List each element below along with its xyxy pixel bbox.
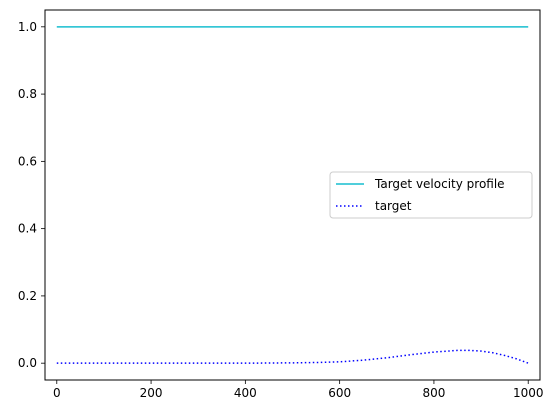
legend-label-0: Target velocity profile	[374, 177, 505, 191]
y-tick-label: 0.4	[18, 222, 37, 236]
x-tick-label: 800	[422, 386, 445, 400]
x-tick-label: 200	[140, 386, 163, 400]
x-tick-label: 600	[328, 386, 351, 400]
plot-frame	[44, 9, 541, 381]
x-axis-ticks: 0 200 400 600 800 1000	[53, 380, 544, 400]
y-tick-label: 0.2	[18, 289, 37, 303]
y-tick-label: 1.0	[18, 20, 37, 34]
y-axis-ticks: 0.0 0.2 0.4 0.6 0.8 1.0	[18, 20, 45, 370]
x-tick-label: 400	[234, 386, 257, 400]
x-tick-label: 0	[53, 386, 61, 400]
axes-layer	[44, 9, 541, 381]
y-tick-label: 0.0	[18, 356, 37, 370]
series-layer	[56, 26, 529, 364]
y-tick-label: 0.6	[18, 154, 37, 168]
legend-label-1: target	[375, 199, 412, 213]
legend-box	[329, 171, 533, 219]
x-tick-label: 1000	[513, 386, 544, 400]
series-line-1	[56, 349, 529, 364]
y-tick-label: 0.8	[18, 87, 37, 101]
legend: Target velocity profile target	[329, 171, 533, 219]
